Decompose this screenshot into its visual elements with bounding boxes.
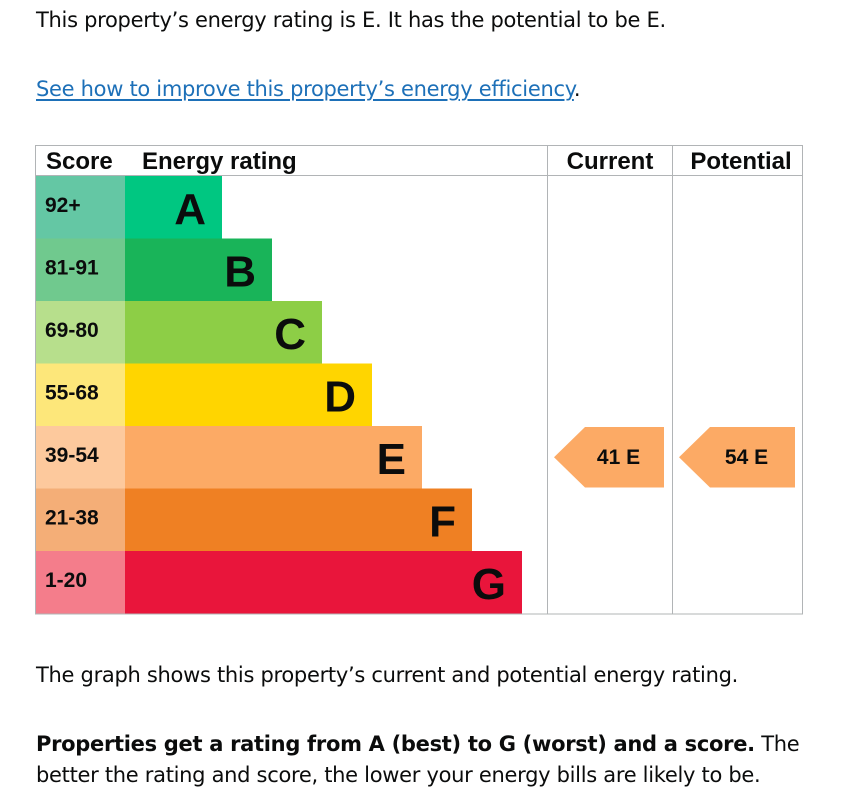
- score-range-f: 21-38: [45, 507, 99, 530]
- band-b: 81-91 B: [35, 238, 272, 301]
- band-bar-a: [125, 176, 222, 239]
- potential-rating-arrow-shape: [679, 427, 795, 488]
- band-bar-e: [125, 426, 422, 489]
- band-e: 39-54 E: [35, 426, 422, 489]
- rating-explanation-bold: Properties get a rating from A (best) to…: [36, 732, 755, 756]
- band-bar-c: [125, 301, 322, 364]
- score-range-d: 55-68: [45, 382, 99, 405]
- graph-description: The graph shows this property’s current …: [36, 663, 738, 687]
- rating-arrows: 41 E 54 E: [554, 427, 795, 488]
- score-range-b: 81-91: [45, 257, 99, 280]
- link-suffix: .: [573, 77, 581, 101]
- band-bar-d: [125, 363, 372, 426]
- band-g: 1-20 G: [35, 551, 522, 614]
- score-cell-f: [35, 488, 125, 551]
- current-rating-arrow-label: 41 E: [597, 446, 640, 469]
- band-bar-b: [125, 238, 272, 301]
- rating-explanation: Properties get a rating from A (best) to…: [36, 729, 826, 791]
- band-f: 21-38 F: [35, 488, 472, 551]
- potential-rating-arrow-label: 54 E: [725, 446, 768, 469]
- band-letter-d: D: [324, 373, 356, 422]
- band-letter-g: G: [472, 560, 506, 609]
- header-current: Current: [567, 148, 654, 175]
- header-energy-rating: Energy rating: [142, 148, 297, 175]
- band-bar-f: [125, 488, 472, 551]
- band-letter-f: F: [429, 498, 456, 547]
- score-cell-e: [35, 426, 125, 489]
- score-cell-g: [35, 551, 125, 614]
- current-rating-arrow-shape: [554, 427, 664, 488]
- band-a: 92+ A: [35, 176, 222, 239]
- band-letter-c: C: [274, 310, 306, 359]
- band-d: 55-68 D: [35, 363, 372, 426]
- score-cell-a: [35, 176, 125, 239]
- score-range-c: 69-80: [45, 319, 99, 342]
- rating-explanation-rest: The better the rating and score, the low…: [36, 732, 800, 787]
- score-range-e: 39-54: [45, 444, 99, 467]
- rating-summary: This property’s energy rating is E. It h…: [36, 8, 666, 32]
- band-bar-g: [125, 551, 522, 614]
- score-cell-b: [35, 238, 125, 301]
- band-letter-b: B: [224, 248, 256, 297]
- improve-efficiency-link[interactable]: See how to improve this property’s energ…: [36, 77, 574, 101]
- score-cell-d: [35, 363, 125, 426]
- improve-link-line: See how to improve this property’s energ…: [36, 77, 581, 101]
- band-c: 69-80 C: [35, 301, 322, 364]
- score-range-g: 1-20: [45, 569, 87, 592]
- energy-rating-chart: Score Energy rating Current Potential 92…: [35, 145, 803, 615]
- band-letter-e: E: [377, 435, 406, 484]
- score-cell-c: [35, 301, 125, 364]
- potential-rating-arrow: 54 E: [679, 427, 795, 488]
- header-potential: Potential: [690, 148, 791, 175]
- header-score: Score: [46, 148, 113, 175]
- band-letter-a: A: [174, 185, 206, 234]
- current-rating-arrow: 41 E: [554, 427, 664, 488]
- rating-bands: 92+ A 81-91 B 69-80 C 55-68 D 39-54 E 21-38 F 1-20 G: [35, 176, 522, 614]
- score-range-a: 92+: [45, 194, 81, 217]
- chart-grid: [35, 145, 803, 615]
